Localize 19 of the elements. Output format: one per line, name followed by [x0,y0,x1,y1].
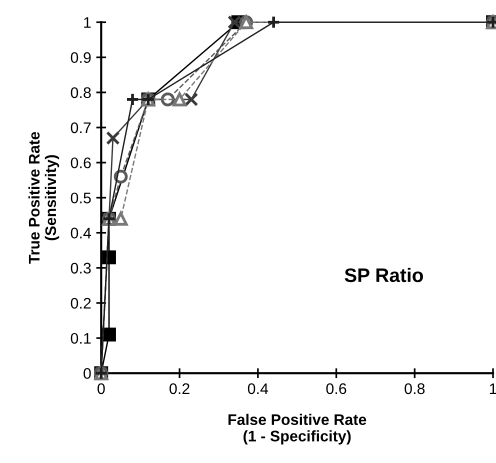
y-axis-title: True Positive Rate (Sensitivity) [28,132,60,264]
x-tick-label: 0.8 [404,383,425,394]
annotation: SP Ratio [344,268,423,282]
x-tick-label: 0.6 [326,383,346,394]
x-axis-title: False Positive Rate (1 - Specificity) [228,414,366,445]
y-tick-label: 0.9 [70,52,91,64]
y-tick-label: 0.7 [70,122,91,134]
x-tick-label: 0.2 [170,383,190,394]
y-tick-label: 0.2 [70,298,91,309]
y-tick-label: 0.3 [70,262,91,274]
x-tick-label: 0 [98,383,105,394]
y-tick-label: 0.6 [70,157,91,168]
y-tick-label: 0.5 [70,192,91,204]
y-tick-label: 0.4 [70,228,92,238]
y-tick-label: 0.1 [70,332,91,344]
y-tick-label: 0 [84,368,91,379]
y-tick-label: 1 [84,17,91,28]
y-tick-label: 0.8 [70,87,91,98]
x-tick-label: 0.4 [248,383,268,394]
